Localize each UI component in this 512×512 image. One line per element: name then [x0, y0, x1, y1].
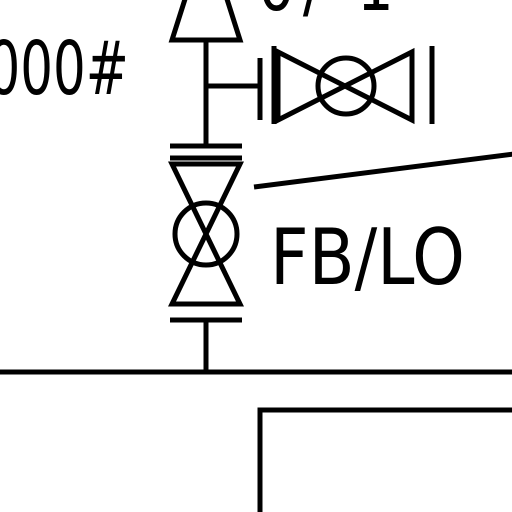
- reducer-symbol: [168, 0, 244, 43]
- main-ball-valve: [168, 161, 244, 307]
- side-ball-valve: [271, 46, 435, 125]
- pressure-rating-label: 000#: [0, 27, 129, 113]
- main-valve-ball-icon: [172, 200, 240, 268]
- top-partial-label: 0/ 1: [258, 0, 402, 28]
- valve-designation-label: FB/LO: [270, 212, 465, 303]
- side-valve-ball-icon: [315, 55, 377, 117]
- main-valve-body: [168, 161, 244, 307]
- leader-line: [253, 151, 512, 190]
- side-valve-body: [275, 47, 415, 125]
- equipment-box: [257, 407, 512, 512]
